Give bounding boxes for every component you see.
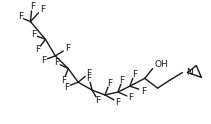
Text: F: F <box>54 58 59 67</box>
Text: F: F <box>119 76 124 85</box>
Text: F: F <box>35 45 40 54</box>
Text: F: F <box>87 69 92 78</box>
Text: F: F <box>61 76 66 85</box>
Text: F: F <box>31 30 36 39</box>
Text: F: F <box>115 98 120 107</box>
Text: F: F <box>30 1 35 11</box>
Text: N: N <box>187 68 193 77</box>
Text: F: F <box>40 5 45 14</box>
Text: F: F <box>96 96 101 105</box>
Text: F: F <box>132 70 137 79</box>
Text: F: F <box>18 12 23 21</box>
Text: OH: OH <box>155 60 168 69</box>
Text: F: F <box>141 87 146 96</box>
Text: F: F <box>41 56 46 65</box>
Text: F: F <box>65 44 70 53</box>
Text: F: F <box>64 83 69 92</box>
Text: F: F <box>107 79 112 88</box>
Text: F: F <box>87 74 92 83</box>
Text: F: F <box>128 93 133 102</box>
